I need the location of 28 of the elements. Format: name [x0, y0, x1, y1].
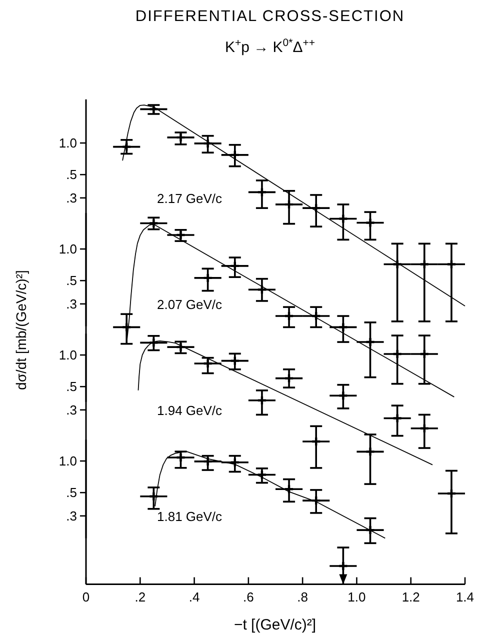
- annotation: 1.94 GeV/c: [157, 403, 223, 418]
- y-tick-label: 1.0: [58, 454, 77, 469]
- chart-subtitle: K$^{+}$p → K$^{0*}$Δ$^{++}$: [224, 37, 316, 56]
- y-tick-label: .5: [66, 273, 77, 288]
- y-tick-label: .5: [66, 379, 77, 394]
- y-tick-label: 1.0: [58, 242, 77, 257]
- annotation: 1.81 GeV/c: [157, 509, 223, 524]
- annotation: 2.17 GeV/c: [157, 191, 223, 206]
- x-tick-label: 1.0: [348, 589, 366, 604]
- y-tick-label: .3: [66, 402, 77, 418]
- y-tick-label: 1.0: [58, 348, 77, 363]
- y-tick-label: .3: [66, 296, 77, 312]
- y-axis-title: dσ/dt [mb/(GeV/c)²]: [13, 270, 29, 390]
- y-tick-label: .5: [66, 485, 77, 500]
- x-tick-label: 1.2: [402, 589, 420, 604]
- chart-title: DIFFERENTIAL CROSS-SECTION: [135, 8, 405, 25]
- x-tick-label: 1.4: [456, 589, 474, 604]
- y-tick-label: .3: [66, 508, 77, 524]
- annotation: 2.07 GeV/c: [157, 297, 223, 312]
- x-tick-label: .8: [297, 589, 308, 604]
- y-tick-label: 1.0: [58, 136, 77, 151]
- x-tick-label: .6: [243, 589, 254, 604]
- x-axis-title: −t [(GeV/c)²]: [234, 616, 316, 634]
- y-tick-label: .5: [66, 167, 77, 182]
- x-tick-label: 0: [82, 589, 90, 604]
- x-tick-label: .4: [188, 589, 200, 604]
- x-tick-label: .2: [134, 589, 146, 604]
- y-tick-label: .3: [66, 190, 77, 206]
